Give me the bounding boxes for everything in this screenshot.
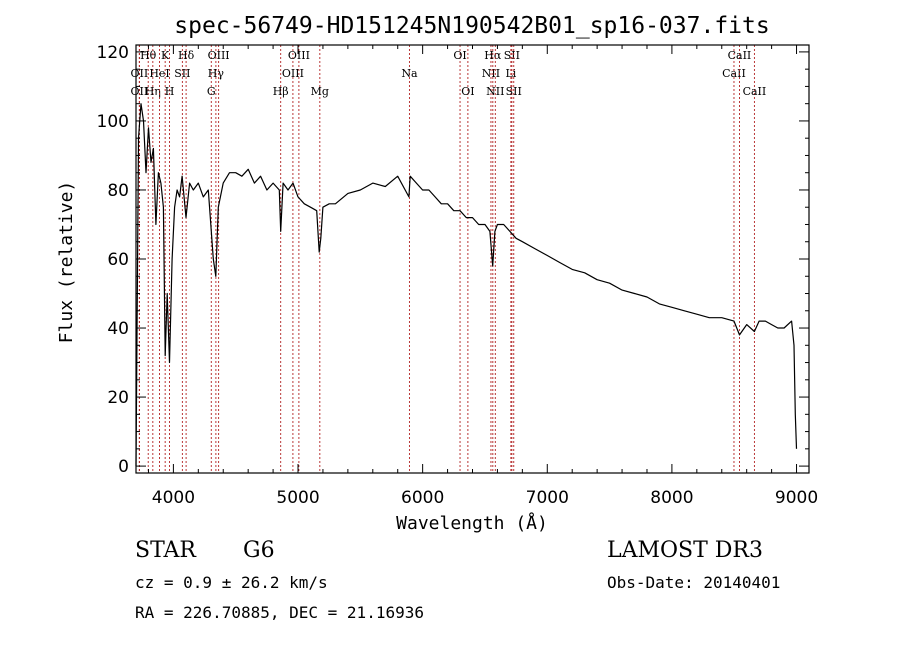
spectrum-chart: spec-56749-HD151245N190542B01_sp16-037.f…: [56, 13, 819, 534]
line-label-27: CaII: [743, 85, 767, 98]
coordinates: RA = 226.70885, DEC = 21.16936: [135, 603, 424, 622]
line-label-8: Hδ: [178, 49, 195, 62]
line-label-4: HeI: [149, 67, 169, 80]
y-tick-label-3: 60: [107, 250, 129, 270]
y-axis-label: Flux (relative): [56, 181, 77, 344]
x-tick-label-5: 9000: [775, 488, 818, 508]
y-tick-label-1: 20: [107, 388, 129, 408]
line-label-26: CaII: [728, 49, 752, 62]
line-label-20: Hα: [484, 49, 502, 62]
obs-date: Obs-Date: 20140401: [607, 573, 781, 592]
plot-frame: [135, 44, 810, 474]
x-tick-label-4: 8000: [650, 488, 693, 508]
y-tick-label-4: 80: [107, 181, 129, 201]
line-label-0: OII: [131, 85, 149, 98]
x-axis-label: Wavelength (Å): [396, 512, 548, 534]
line-label-6: H: [165, 85, 175, 98]
line-label-14: OIII: [288, 49, 310, 62]
line-label-1: OII: [131, 67, 149, 80]
line-label-15: Mg: [311, 85, 329, 98]
chart-title: spec-56749-HD151245N190542B01_sp16-037.f…: [174, 13, 769, 39]
spectrum-line: [135, 103, 798, 467]
x-tick-label-0: 4000: [152, 488, 195, 508]
x-tick-label-2: 6000: [401, 488, 444, 508]
line-label-5: K: [161, 49, 170, 62]
line-label-3: Hη: [145, 85, 161, 98]
line-label-21: NII: [486, 85, 504, 98]
line-markers: OII OII Hθ Hη HeI K H SII Hδ G Hγ OIII Hβ OIII OIII Mg N…: [131, 45, 767, 473]
y-tick-label-0: 0: [118, 457, 129, 477]
line-label-17: OI: [453, 49, 466, 62]
line-label-22: Li: [505, 67, 516, 80]
object-subclass: G6: [243, 538, 275, 563]
line-label-12: Hβ: [273, 85, 289, 98]
line-label-18: OI: [461, 85, 474, 98]
survey-name: LAMOST DR3: [607, 538, 763, 563]
object-class: STAR: [135, 538, 196, 563]
line-label-13: OIII: [282, 67, 304, 80]
line-label-7: SII: [174, 67, 190, 80]
axis-ticks: 4000 5000 6000 7000 8000 9000 0 20 40 60 80 100 120: [97, 43, 819, 508]
line-label-9: G: [207, 85, 216, 98]
y-tick-label-5: 100: [97, 112, 129, 132]
line-label-10: Hγ: [208, 67, 225, 80]
line-label-24: SII: [506, 85, 522, 98]
x-tick-label-3: 7000: [526, 488, 569, 508]
line-label-23: SII: [504, 49, 520, 62]
line-label-19: NII: [482, 67, 500, 80]
y-tick-label-6: 120: [97, 43, 129, 63]
line-label-2: Hθ: [140, 49, 157, 62]
line-label-11: OIII: [208, 49, 230, 62]
x-tick-label-1: 5000: [276, 488, 319, 508]
line-label-16: Na: [401, 67, 418, 80]
y-tick-label-2: 40: [107, 319, 129, 339]
line-label-25: CaII: [722, 67, 746, 80]
redshift-cz: cz = 0.9 ± 26.2 km/s: [135, 573, 328, 592]
